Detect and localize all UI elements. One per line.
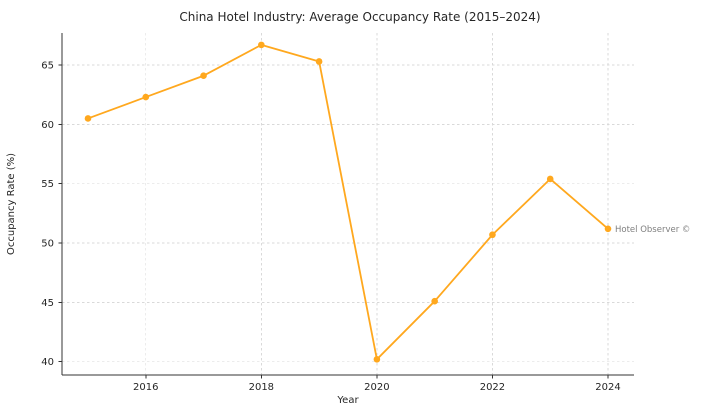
x-tick-label: 2016	[133, 382, 158, 393]
data-point-2018	[258, 41, 265, 49]
data-line	[87, 43, 609, 361]
axes	[58, 33, 634, 379]
tick-labels: 40 45 50 55 60 65 2016 2018 2020 2022 2024	[41, 61, 620, 393]
data-point-2020	[373, 356, 381, 363]
annotation-label: Hotel Observer ©	[615, 225, 690, 235]
data-point-2022	[489, 231, 496, 239]
data-point-2016	[142, 93, 150, 101]
y-tick-label: 60	[41, 120, 54, 131]
chart-title: China Hotel Industry: Average Occupancy …	[179, 10, 540, 24]
data-series	[84, 41, 612, 363]
y-tick-label: 65	[41, 61, 54, 72]
y-tick-label: 45	[41, 298, 54, 309]
data-point-2021	[431, 297, 438, 305]
x-tick-label: 2022	[480, 382, 505, 393]
data-point-2024	[604, 225, 612, 233]
data-point-2019	[315, 58, 323, 65]
y-tick-label: 40	[41, 357, 54, 368]
x-tick-label: 2020	[364, 382, 389, 393]
gridlines	[62, 33, 634, 375]
x-tick-label: 2018	[249, 382, 274, 393]
y-tick-label: 55	[41, 179, 54, 190]
y-tick-label: 50	[41, 239, 54, 250]
data-point-2015	[84, 115, 92, 122]
x-axis-label: Year	[336, 395, 359, 406]
y-axis-label: Occupancy Rate (%)	[6, 153, 17, 255]
data-point-2017	[200, 72, 207, 80]
x-tick-label: 2024	[595, 382, 620, 393]
data-point-2023	[546, 175, 554, 183]
